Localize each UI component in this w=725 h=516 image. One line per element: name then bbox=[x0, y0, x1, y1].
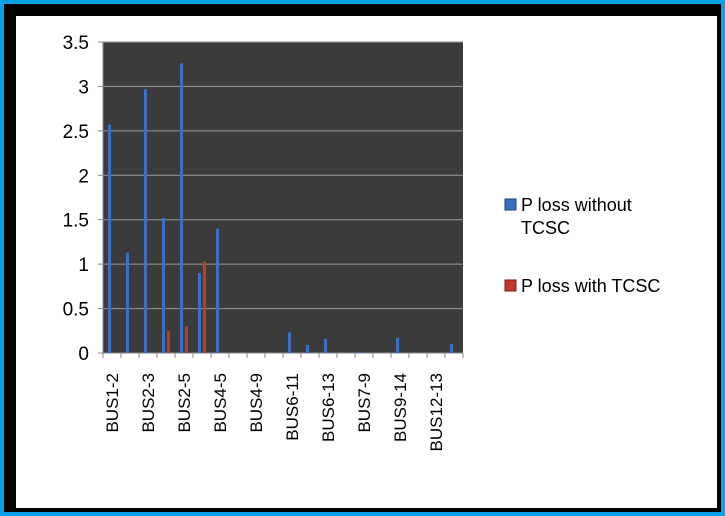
y-tick-label: 2.5 bbox=[63, 122, 89, 143]
bar bbox=[203, 261, 206, 353]
y-tick-label: 1.5 bbox=[63, 211, 89, 232]
bar bbox=[450, 344, 453, 353]
bar bbox=[288, 332, 291, 353]
y-tick-label: 3 bbox=[78, 77, 89, 98]
y-tick-label: 0 bbox=[78, 344, 89, 365]
bar bbox=[185, 326, 188, 353]
bar bbox=[144, 89, 147, 353]
bar bbox=[180, 63, 183, 353]
bar bbox=[216, 228, 219, 353]
x-category-label: BUS9-14 bbox=[391, 373, 410, 442]
legend-label: P loss with TCSC bbox=[521, 276, 660, 296]
bar bbox=[126, 252, 129, 353]
legend-swatch bbox=[504, 198, 517, 211]
bar-chart: 0 0.5 1 1.5 2 2.5 3 3.5 BUS1-2 BUS2-3 BUS2-5 BUS4-5… bbox=[63, 33, 661, 451]
legend-label: TCSC bbox=[521, 218, 570, 238]
bar bbox=[324, 338, 327, 353]
y-tick-label: 3.5 bbox=[63, 33, 89, 54]
x-category-label: BUS6-13 bbox=[319, 373, 338, 442]
bar bbox=[108, 124, 111, 353]
x-category-label: BUS2-3 bbox=[139, 373, 158, 433]
bar bbox=[162, 217, 165, 353]
legend-label: P loss without bbox=[521, 195, 632, 215]
x-category-label: BUS6-11 bbox=[283, 373, 302, 441]
x-category-label: BUS4-5 bbox=[211, 373, 230, 433]
bar bbox=[360, 352, 363, 353]
y-tick-label: 0.5 bbox=[63, 300, 89, 321]
x-category-label: BUS2-5 bbox=[175, 373, 194, 433]
x-category-label: BUS1-2 bbox=[103, 373, 122, 433]
chart-panel: 0 0.5 1 1.5 2 2.5 3 3.5 BUS1-2 BUS2-3 BUS2-5 BUS4-5… bbox=[16, 16, 717, 508]
bar bbox=[198, 273, 201, 353]
bar bbox=[414, 352, 417, 353]
bar bbox=[167, 330, 170, 353]
plot-area bbox=[103, 42, 463, 353]
x-category-label: BUS12-13 bbox=[427, 373, 446, 451]
bar bbox=[306, 345, 309, 353]
y-tick-label: 1 bbox=[78, 255, 89, 276]
legend-swatch bbox=[504, 279, 517, 292]
y-tick-label: 2 bbox=[78, 166, 89, 187]
x-category-label: BUS4-9 bbox=[247, 373, 266, 433]
x-category-label: BUS7-9 bbox=[355, 373, 374, 433]
bar bbox=[396, 337, 399, 353]
